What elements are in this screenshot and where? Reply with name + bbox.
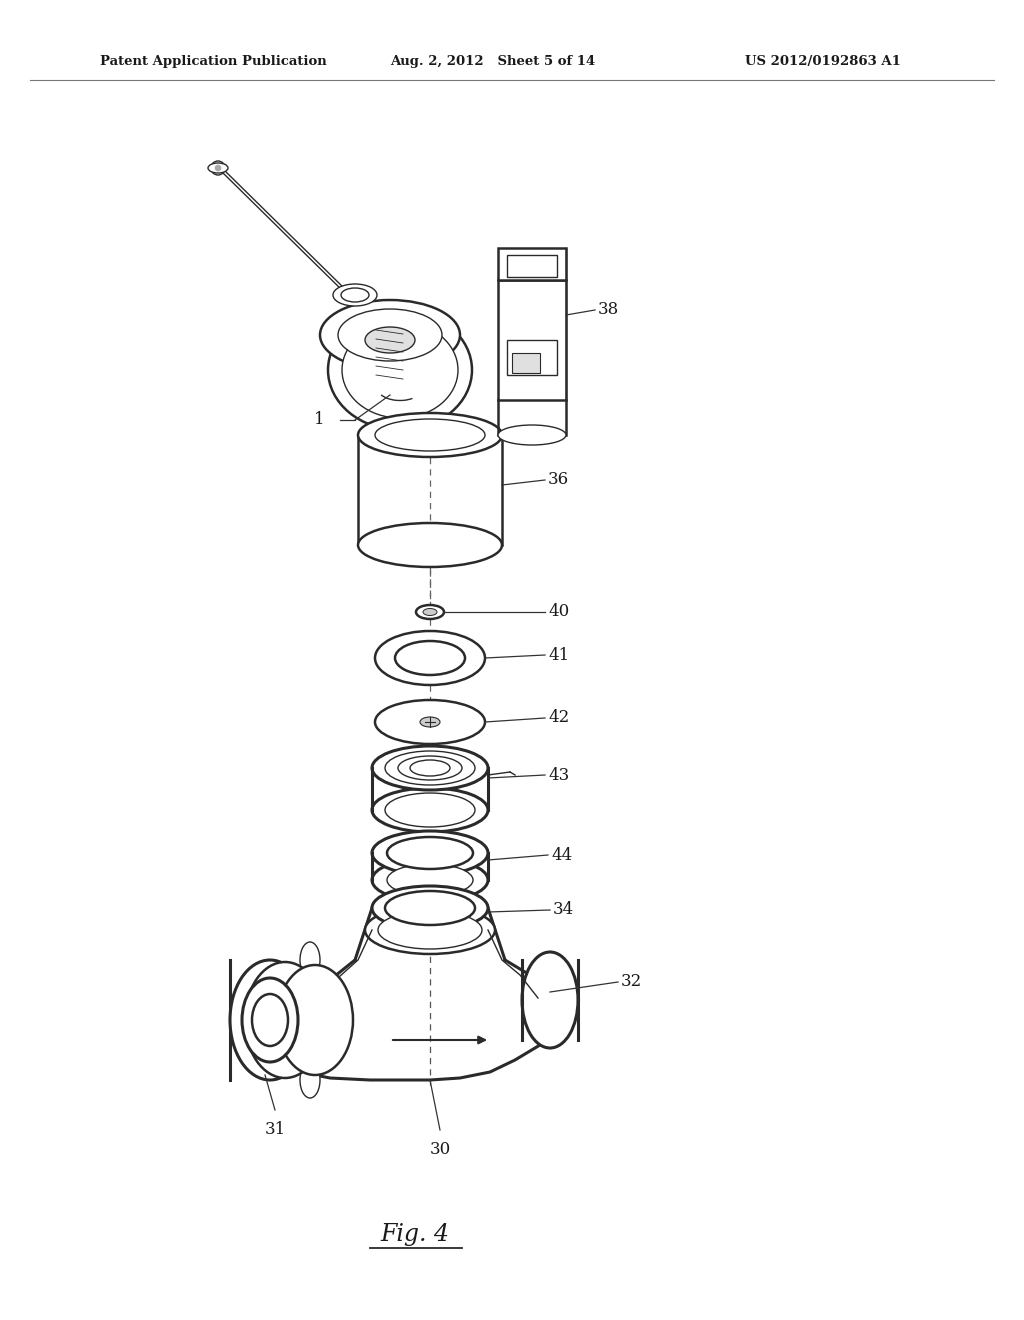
Ellipse shape	[278, 965, 353, 1074]
Ellipse shape	[385, 751, 475, 785]
Text: 1: 1	[314, 412, 325, 429]
Ellipse shape	[338, 309, 442, 360]
Ellipse shape	[358, 413, 502, 457]
Bar	[507, 255, 557, 277]
Text: 43: 43	[548, 767, 569, 784]
Text: 36: 36	[548, 471, 569, 488]
Ellipse shape	[342, 322, 458, 418]
Ellipse shape	[300, 942, 319, 978]
Ellipse shape	[328, 310, 472, 430]
Ellipse shape	[375, 700, 485, 744]
Ellipse shape	[372, 746, 488, 789]
Ellipse shape	[341, 288, 369, 302]
Circle shape	[215, 165, 221, 172]
Ellipse shape	[395, 642, 465, 675]
Bar	[498, 280, 566, 400]
Ellipse shape	[498, 425, 566, 445]
Ellipse shape	[365, 906, 495, 954]
Ellipse shape	[410, 760, 450, 776]
Ellipse shape	[375, 631, 485, 685]
Ellipse shape	[319, 300, 460, 370]
Text: 31: 31	[264, 1122, 286, 1138]
Ellipse shape	[245, 962, 325, 1078]
Ellipse shape	[365, 327, 415, 352]
Ellipse shape	[358, 523, 502, 568]
Ellipse shape	[230, 960, 310, 1080]
Ellipse shape	[372, 858, 488, 902]
Ellipse shape	[416, 605, 444, 619]
Ellipse shape	[378, 911, 482, 949]
Ellipse shape	[420, 717, 440, 727]
Text: 42: 42	[548, 710, 569, 726]
Ellipse shape	[375, 418, 485, 451]
Text: 30: 30	[429, 1142, 451, 1159]
Ellipse shape	[372, 832, 488, 875]
Text: 38: 38	[598, 301, 620, 318]
Text: Fig. 4: Fig. 4	[381, 1224, 450, 1246]
Ellipse shape	[372, 886, 488, 931]
Ellipse shape	[242, 978, 298, 1063]
Ellipse shape	[333, 284, 377, 306]
Ellipse shape	[522, 952, 578, 1048]
Bar	[507, 341, 557, 375]
Ellipse shape	[300, 1063, 319, 1098]
Text: Aug. 2, 2012   Sheet 5 of 14: Aug. 2, 2012 Sheet 5 of 14	[390, 55, 595, 69]
Text: 32: 32	[621, 974, 642, 990]
Polygon shape	[498, 248, 566, 280]
Text: 41: 41	[548, 647, 569, 664]
Ellipse shape	[385, 891, 475, 925]
Ellipse shape	[252, 994, 288, 1045]
Ellipse shape	[423, 609, 437, 615]
Ellipse shape	[385, 793, 475, 828]
Circle shape	[211, 161, 225, 176]
Bar	[512, 352, 540, 374]
Text: US 2012/0192863 A1: US 2012/0192863 A1	[745, 55, 901, 69]
Text: 34: 34	[553, 902, 574, 919]
Text: 40: 40	[548, 603, 569, 620]
Ellipse shape	[387, 865, 473, 896]
Ellipse shape	[387, 837, 473, 869]
Ellipse shape	[398, 756, 462, 780]
Ellipse shape	[372, 788, 488, 832]
Text: Patent Application Publication: Patent Application Publication	[100, 55, 327, 69]
Text: 44: 44	[551, 846, 572, 863]
Ellipse shape	[208, 162, 228, 173]
